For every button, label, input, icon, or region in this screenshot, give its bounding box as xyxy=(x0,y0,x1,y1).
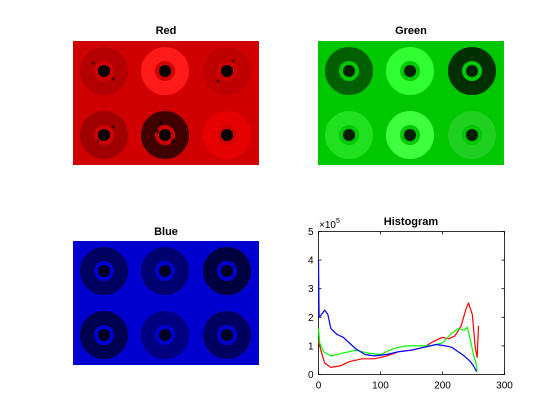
histogram-series-line-2 xyxy=(317,260,478,372)
green-donuts-graphic xyxy=(318,41,504,165)
x-tick-label: 200 xyxy=(434,381,451,392)
green-channel-image xyxy=(318,41,504,165)
red-panel-title: Red xyxy=(155,25,177,37)
y-exponent-power: 5 xyxy=(336,218,340,225)
x-tick-label: 100 xyxy=(372,381,389,392)
y-tick-label: 1 xyxy=(308,341,314,352)
red-channel-image xyxy=(73,41,259,165)
y-tick-label: 0 xyxy=(308,370,314,381)
x-tick-label: 300 xyxy=(496,381,513,392)
y-tick-label: 5 xyxy=(308,227,314,238)
y-exponent-base: ×10 xyxy=(319,220,336,231)
blue-donuts-graphic xyxy=(73,241,259,365)
chart-title: Histogram xyxy=(384,216,439,228)
y-tick-label: 2 xyxy=(308,313,314,324)
y-tick-label: 3 xyxy=(308,284,314,295)
x-tick-label: 0 xyxy=(316,381,322,392)
y-tick-label: 4 xyxy=(308,256,314,267)
y-exponent-label: ×10 5 xyxy=(319,218,340,231)
green-panel-title: Green xyxy=(395,25,427,37)
blue-channel-image xyxy=(73,241,259,365)
histogram-series-line-1 xyxy=(317,326,478,372)
blue-panel-title: Blue xyxy=(154,226,178,238)
red-donuts-graphic xyxy=(73,41,259,165)
